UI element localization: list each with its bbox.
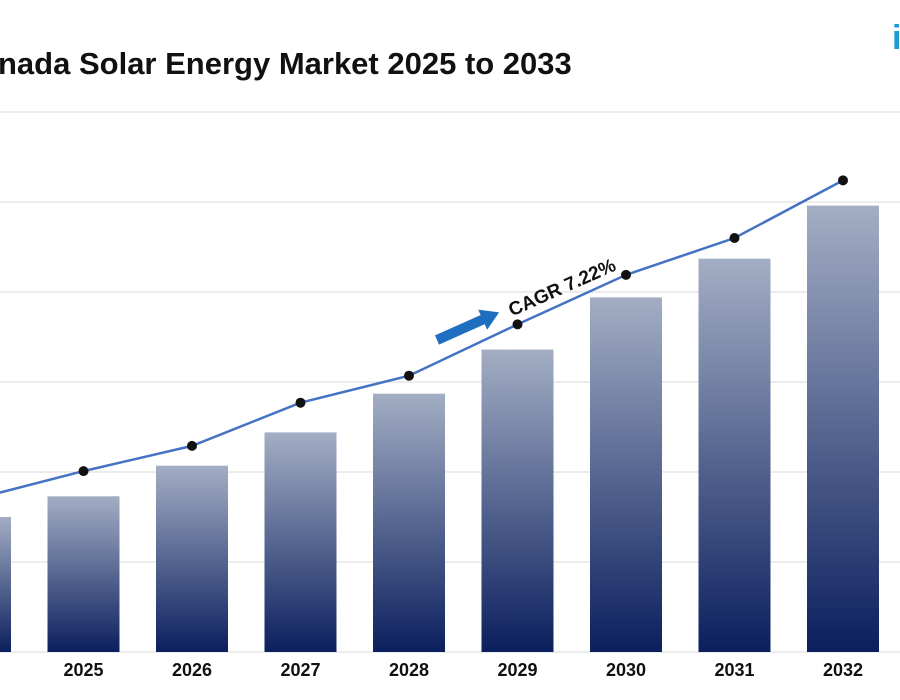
arrow-head xyxy=(478,309,500,330)
bar xyxy=(481,349,554,652)
line-point xyxy=(838,175,848,186)
line-point xyxy=(404,370,414,381)
x-tick-label: 2031 xyxy=(714,660,754,680)
line-point xyxy=(621,269,631,280)
x-tick-label: 2032 xyxy=(823,660,863,680)
bar xyxy=(47,496,120,652)
line-point xyxy=(78,466,89,477)
line-point xyxy=(187,440,197,451)
line-point xyxy=(295,397,306,408)
grid xyxy=(0,111,900,653)
logo: i xyxy=(892,19,900,57)
bars xyxy=(0,205,879,652)
line-point xyxy=(729,233,740,243)
bar xyxy=(807,205,879,652)
arrow-shaft xyxy=(434,314,487,345)
x-tick-label: 2029 xyxy=(497,660,537,680)
lines xyxy=(0,175,848,494)
cagr-arrow xyxy=(434,309,500,345)
x-tick-label: 2026 xyxy=(172,660,212,680)
x-tick-label: 2027 xyxy=(280,660,320,680)
bar xyxy=(698,258,771,652)
bar xyxy=(590,297,662,652)
bar xyxy=(156,465,228,652)
x-tick-label: 2025 xyxy=(63,660,103,680)
bar xyxy=(264,432,337,652)
bar xyxy=(0,517,11,652)
chart-title: nada Solar Energy Market 2025 to 2033 xyxy=(0,46,572,81)
line-point xyxy=(512,319,523,330)
x-tick-label: 2030 xyxy=(606,660,646,680)
x-tick-label: 2028 xyxy=(389,660,429,680)
bar xyxy=(373,393,445,652)
